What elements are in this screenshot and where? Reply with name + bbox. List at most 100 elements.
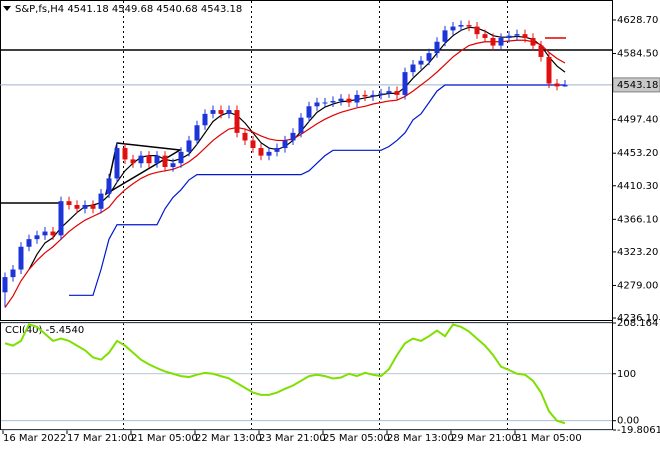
candle-body [314, 102, 320, 107]
candle-body [402, 72, 408, 95]
candle-body [482, 34, 488, 38]
candle-body [274, 148, 280, 152]
candle-body [426, 53, 432, 61]
candle-body [178, 151, 184, 164]
y-tick-label: 100 [617, 369, 636, 380]
y-tick-label: 4366.10 [617, 214, 658, 225]
candle-body [362, 94, 368, 97]
candle-body [386, 91, 392, 94]
y-tick-label: -19.8061 [617, 425, 660, 436]
triangle-pattern [104, 142, 183, 196]
candle-body [18, 246, 24, 270]
candle-body [90, 204, 96, 209]
candle-body [218, 110, 224, 114]
candle-body [66, 201, 72, 205]
candle-body [434, 41, 440, 54]
y-tick-label: 4323.20 [617, 247, 658, 258]
candle-body [186, 140, 192, 152]
chart-title: S&P,fs,H4 4541.18 4549.68 4540.68 4543.1… [15, 4, 242, 15]
candle-body [34, 235, 40, 240]
candle-body [138, 155, 144, 164]
candle-body [530, 37, 536, 46]
candle-body [330, 100, 336, 103]
y-tick-label: 4453.20 [617, 148, 658, 159]
candle-body [98, 193, 104, 209]
candle-body [122, 148, 128, 160]
candle-body [514, 34, 520, 36]
indicator-line [4, 323, 566, 425]
candle-body [266, 151, 272, 156]
y-tick-label: 4279.00 [617, 280, 658, 291]
candle-body [506, 35, 512, 38]
candle-body [410, 64, 416, 73]
candle-body [490, 37, 496, 46]
candle-body [522, 34, 528, 38]
candle-body [458, 25, 464, 27]
candle-body [338, 98, 344, 101]
x-tick-label: 17 Mar 21:00 [67, 433, 134, 444]
candle-body [394, 91, 400, 95]
indicator-line [69, 84, 565, 296]
candle-body [114, 148, 120, 179]
candle-body [74, 204, 80, 209]
candle-body [194, 125, 200, 141]
x-tick-label: 23 Mar 21:00 [259, 433, 326, 444]
candle-body [498, 37, 504, 46]
candle-body [162, 155, 168, 168]
candle-body [554, 83, 560, 87]
last-price-label: 4543.18 [617, 80, 658, 91]
candle-body [202, 113, 208, 126]
candle-body [546, 56, 552, 84]
y-tick-label: 208.1647 [617, 318, 660, 329]
period-separators [123, 1, 508, 429]
candle-body [378, 93, 384, 95]
x-tick-label: 29 Mar 21:00 [451, 433, 518, 444]
x-tick-label: 21 Mar 05:00 [131, 433, 198, 444]
y-tick-label: 4584.50 [617, 49, 658, 60]
candle-body [258, 148, 264, 156]
candle-body [130, 159, 136, 164]
candle-body [282, 140, 288, 149]
candle-body [26, 239, 32, 247]
y-tick-label: 0.00 [617, 416, 639, 427]
candle-body [146, 155, 152, 164]
candle-body [538, 45, 544, 57]
y-tick-label: 4236.10 [617, 313, 658, 324]
candle-body [442, 30, 448, 42]
candle-body [58, 201, 64, 236]
candle-body [242, 132, 248, 141]
candle-body [42, 231, 48, 236]
y-tick-label: 4410.30 [617, 181, 658, 192]
candle-body [210, 110, 216, 114]
candle-body [234, 110, 240, 133]
candle-body [298, 117, 304, 133]
y-tick-label: 4628.70 [617, 15, 658, 26]
candle-body [10, 269, 16, 278]
candle-body [346, 98, 352, 103]
candle-body [290, 132, 296, 141]
candle-body [226, 110, 232, 114]
candle-body [418, 60, 424, 65]
x-tick-label: 28 Mar 13:00 [387, 433, 454, 444]
candle-body [466, 25, 472, 27]
y-tick-label: 4497.40 [617, 115, 658, 126]
candle-body [322, 102, 328, 104]
candle-body [82, 204, 88, 209]
indicator-title: CCI(40) -5.4540 [5, 325, 84, 336]
x-tick-label: 22 Mar 13:00 [195, 433, 262, 444]
candle-body [250, 140, 256, 149]
candle-body [450, 26, 456, 31]
menu-arrow[interactable] [3, 6, 11, 11]
candle-body [170, 163, 176, 168]
candle-body [306, 106, 312, 118]
candle-body [2, 277, 8, 293]
x-tick-label: 25 Mar 05:00 [323, 433, 390, 444]
candle-body [354, 94, 360, 103]
x-tick-label: 16 Mar 2022 [3, 433, 66, 444]
x-tick-label: 31 Mar 05:00 [515, 433, 582, 444]
candle-body [562, 84, 568, 87]
candle-body [50, 231, 56, 236]
candle-body [370, 94, 376, 97]
